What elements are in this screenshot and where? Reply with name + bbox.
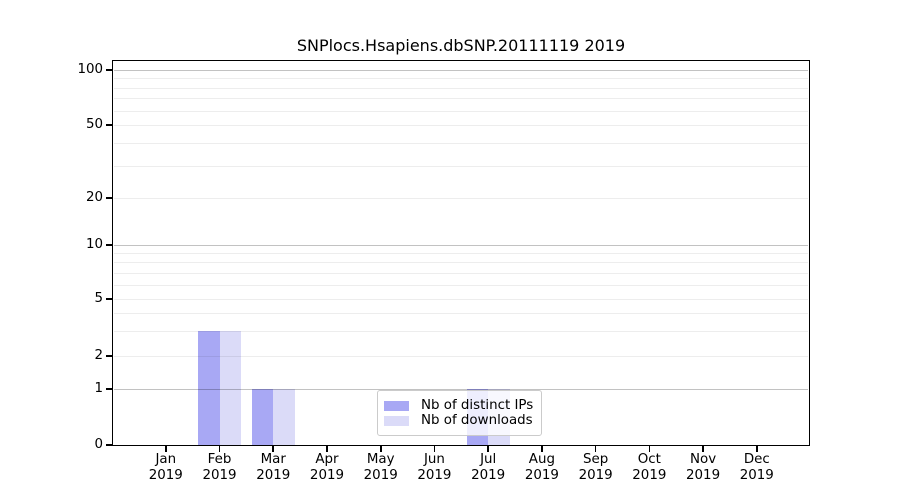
y-tick-mark bbox=[106, 124, 112, 126]
x-tick-month: Nov bbox=[689, 452, 717, 467]
y-tick-label: 10 bbox=[85, 237, 103, 252]
gridline-minor bbox=[114, 330, 808, 332]
x-tick-month: Feb bbox=[207, 452, 232, 467]
x-tick-mark bbox=[755, 446, 758, 452]
legend-label: Nb of downloads bbox=[421, 413, 533, 428]
x-tick-label-jul: Jul 2019 bbox=[456, 452, 520, 484]
gridline-minor bbox=[114, 198, 808, 199]
x-tick-label-dec: Dec 2019 bbox=[725, 452, 789, 484]
x-tick-month: Oct bbox=[637, 452, 661, 467]
x-tick-year: 2019 bbox=[739, 468, 774, 483]
x-tick-mark bbox=[541, 446, 543, 452]
y-tick-label: 2 bbox=[94, 348, 103, 363]
x-tick-label-oct: Oct 2019 bbox=[617, 452, 681, 484]
gridline-minor bbox=[114, 142, 808, 144]
x-tick-year: 2019 bbox=[578, 468, 613, 483]
gridline-minor bbox=[114, 87, 808, 89]
x-tick-label-jun: Jun 2019 bbox=[402, 452, 466, 484]
y-tick-mark bbox=[106, 244, 112, 246]
y-tick-mark bbox=[106, 197, 112, 199]
x-tick-label-feb: Feb 2019 bbox=[188, 452, 252, 484]
x-tick-mark bbox=[648, 446, 651, 452]
gridline-major bbox=[114, 70, 808, 71]
legend-swatch-downloads bbox=[384, 415, 409, 426]
x-tick-mark bbox=[594, 446, 597, 452]
x-tick-month: Dec bbox=[743, 452, 770, 467]
x-tick-month: Aug bbox=[528, 452, 555, 467]
x-tick-year: 2019 bbox=[256, 468, 291, 483]
x-tick-mark bbox=[433, 446, 436, 452]
x-tick-year: 2019 bbox=[148, 468, 183, 483]
legend-row: Nb of downloads bbox=[384, 413, 533, 428]
x-tick-mark bbox=[165, 446, 167, 452]
x-tick-mark bbox=[326, 446, 328, 452]
bar-distinct-ips-mar bbox=[251, 389, 274, 445]
bar-distinct-ips-feb bbox=[198, 330, 220, 445]
gridline-minor bbox=[114, 165, 808, 167]
x-tick-year: 2019 bbox=[417, 468, 452, 483]
gridline-minor bbox=[114, 262, 808, 264]
x-tick-label-mar: Mar 2019 bbox=[241, 452, 305, 484]
x-tick-year: 2019 bbox=[632, 468, 667, 483]
x-tick-mark bbox=[218, 446, 221, 452]
gridline-major bbox=[114, 389, 808, 390]
x-tick-year: 2019 bbox=[202, 468, 237, 483]
y-tick-mark bbox=[106, 355, 112, 357]
y-tick-mark bbox=[106, 388, 112, 390]
x-tick-month: May bbox=[366, 452, 395, 467]
y-tick-label: 20 bbox=[85, 190, 103, 205]
x-tick-month: Mar bbox=[260, 452, 286, 467]
x-tick-month: Jan bbox=[155, 452, 177, 467]
x-tick-month: Jul bbox=[480, 452, 497, 467]
gridline-minor bbox=[114, 98, 808, 100]
x-tick-mark bbox=[702, 446, 704, 452]
x-tick-year: 2019 bbox=[524, 468, 559, 483]
legend-swatch-distinct-ips bbox=[384, 400, 409, 411]
y-tick-label: 100 bbox=[77, 62, 103, 77]
x-tick-month: Sep bbox=[582, 452, 609, 467]
gridline-minor bbox=[114, 312, 808, 314]
y-tick-label: 0 bbox=[94, 437, 103, 452]
x-tick-year: 2019 bbox=[686, 468, 721, 483]
y-tick-mark bbox=[106, 298, 112, 300]
y-tick-label: 5 bbox=[94, 291, 103, 306]
gridline-minor bbox=[114, 125, 808, 126]
y-tick-mark bbox=[106, 444, 112, 446]
x-tick-label-may: May 2019 bbox=[349, 452, 413, 484]
x-tick-year: 2019 bbox=[471, 468, 506, 483]
gridline-major bbox=[114, 245, 808, 246]
legend-row: Nb of distinct IPs bbox=[384, 398, 533, 413]
x-tick-label-jan: Jan 2019 bbox=[134, 452, 198, 484]
y-tick-label: 50 bbox=[85, 117, 103, 132]
legend: Nb of distinct IPs Nb of downloads bbox=[377, 390, 542, 436]
gridline-minor bbox=[114, 110, 808, 112]
x-tick-month: Apr bbox=[315, 452, 339, 467]
gridline-minor bbox=[114, 356, 808, 357]
gridline-minor bbox=[114, 272, 808, 274]
x-tick-label-apr: Apr 2019 bbox=[295, 452, 359, 484]
x-tick-label-sep: Sep 2019 bbox=[564, 452, 628, 484]
x-tick-mark bbox=[487, 446, 489, 452]
x-tick-month: Jun bbox=[423, 452, 445, 467]
legend-label: Nb of distinct IPs bbox=[421, 398, 534, 413]
y-tick-mark bbox=[106, 69, 112, 71]
gridline-minor bbox=[114, 253, 808, 255]
x-tick-label-aug: Aug 2019 bbox=[510, 452, 574, 484]
chart-title: SNPlocs.Hsapiens.dbSNP.20111119 2019 bbox=[296, 36, 626, 55]
x-tick-label-nov: Nov 2019 bbox=[671, 452, 735, 484]
x-tick-mark bbox=[272, 446, 275, 452]
bar-downloads-mar bbox=[273, 389, 295, 445]
y-tick-label: 1 bbox=[94, 381, 103, 396]
gridline-minor bbox=[114, 284, 808, 286]
x-tick-mark bbox=[379, 446, 382, 452]
gridline-minor bbox=[114, 299, 808, 300]
gridline-minor bbox=[114, 78, 808, 80]
x-tick-year: 2019 bbox=[363, 468, 398, 483]
bar-downloads-feb bbox=[219, 330, 242, 445]
x-tick-year: 2019 bbox=[309, 468, 344, 483]
